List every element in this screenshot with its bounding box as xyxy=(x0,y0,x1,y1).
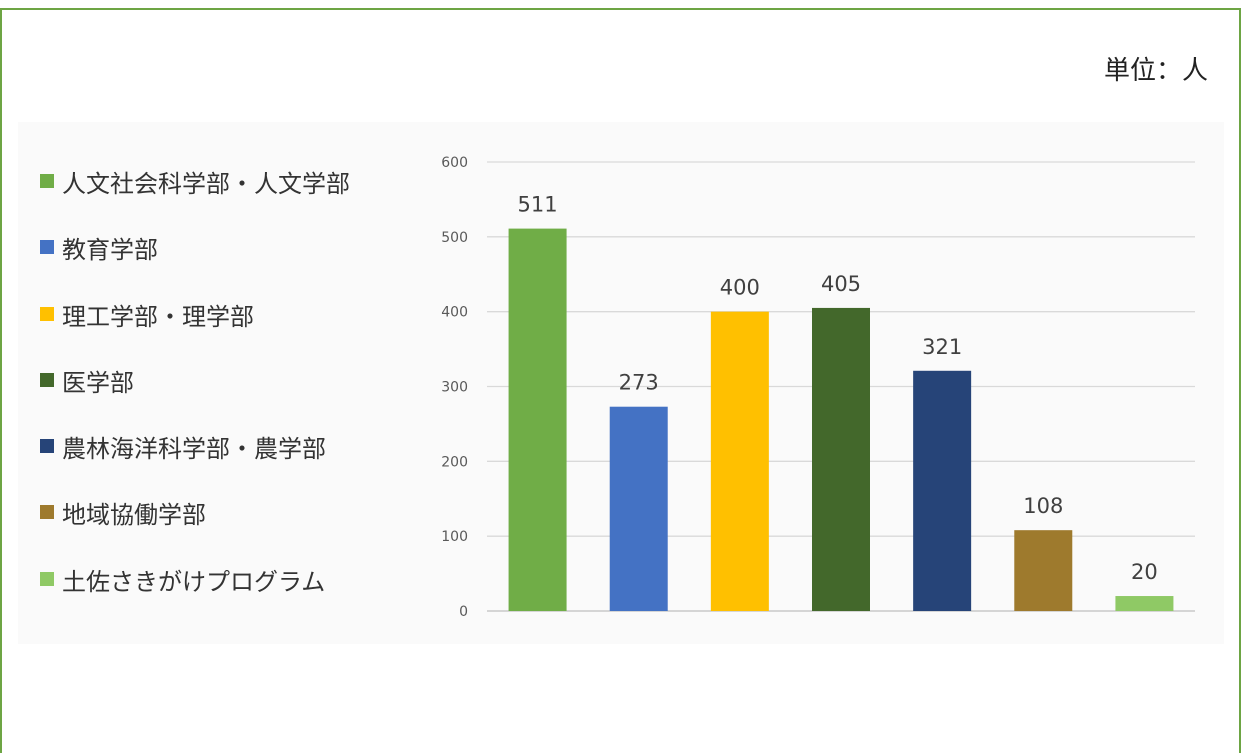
legend-item: 医学部 xyxy=(40,363,350,429)
legend-label: 農林海洋科学部・農学部 xyxy=(62,435,326,464)
y-tick-label: 500 xyxy=(441,230,468,246)
bar xyxy=(913,370,972,611)
legend-swatch xyxy=(40,240,54,255)
y-tick-label: 300 xyxy=(441,380,468,396)
legend-label: 医学部 xyxy=(62,368,134,397)
legend-swatch xyxy=(40,505,54,520)
data-label: 273 xyxy=(619,371,659,395)
bar xyxy=(1014,530,1073,611)
legend-item: 農林海洋科学部・農学部 xyxy=(40,429,350,495)
y-tick-label: 400 xyxy=(441,305,468,321)
bar xyxy=(812,307,870,611)
bar xyxy=(609,406,668,611)
y-tick-label: 600 xyxy=(441,155,468,171)
data-label: 511 xyxy=(518,193,558,217)
data-label: 108 xyxy=(1023,494,1063,518)
data-label: 20 xyxy=(1131,560,1158,584)
legend-swatch xyxy=(40,174,54,188)
legend-item: 人文社会科学部・人文学部 xyxy=(40,164,350,230)
legend-item: 教育学部 xyxy=(40,230,350,296)
chart-legend: 人文社会科学部・人文学部 教育学部理工学部・理学部 医学部農林海洋科学部・農学部 地域… xyxy=(40,164,350,628)
legend-label: 人文社会科学部・人文学部 xyxy=(62,170,350,198)
y-tick-label: 0 xyxy=(459,604,468,620)
y-tick-label: 100 xyxy=(441,529,468,545)
legend-label: 教育学部 xyxy=(62,236,158,265)
legend-swatch xyxy=(40,571,54,586)
unit-label: 単位：人 xyxy=(1103,56,1208,86)
legend-item: 理工学部・理学部 xyxy=(40,297,350,363)
y-tick-label: 200 xyxy=(441,454,468,470)
data-label: 400 xyxy=(720,276,760,300)
legend-swatch xyxy=(40,372,54,387)
legend-swatch xyxy=(40,439,54,454)
data-label: 405 xyxy=(821,272,861,296)
bar xyxy=(1115,596,1174,611)
legend-label: 地域協働学部 xyxy=(62,501,206,530)
legend-label: 土佐さきがけプログラム xyxy=(62,567,326,596)
bar xyxy=(710,311,769,611)
outer-frame xyxy=(0,8,1241,753)
legend-item: 土佐さきがけプログラム xyxy=(40,562,350,628)
data-label: 321 xyxy=(922,335,962,359)
bar xyxy=(508,228,567,611)
legend-item: 地域協働学部 xyxy=(40,495,350,561)
legend-swatch xyxy=(40,306,54,321)
legend-label: 理工学部・理学部 xyxy=(62,302,254,331)
